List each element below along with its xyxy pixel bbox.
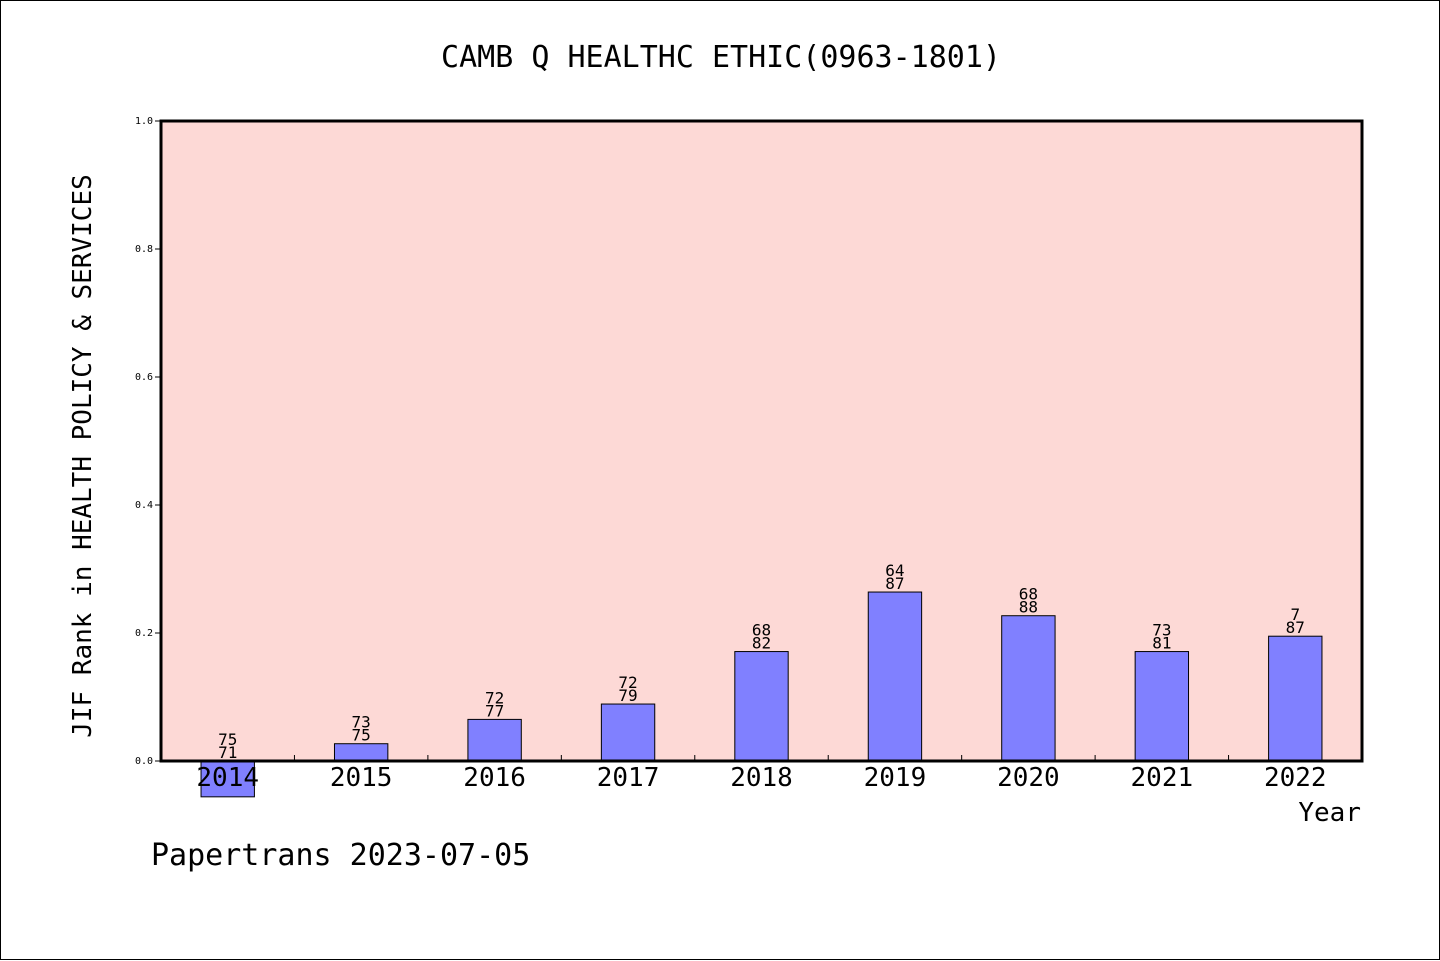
bar-label-bottom: 81	[1152, 634, 1171, 653]
bar-label-top: 68	[752, 621, 771, 640]
plot-border	[159, 119, 1364, 763]
bar-2021	[1134, 651, 1190, 762]
x-tick-label: 2021	[1131, 763, 1194, 793]
x-tick-label: 2015	[330, 763, 393, 793]
bars	[200, 591, 1323, 798]
y-tick-label: 0.8	[135, 244, 153, 255]
bar-label-bottom: 82	[752, 634, 771, 653]
x-tick-label: 2022	[1264, 763, 1327, 793]
x-tick-label: 2018	[730, 763, 793, 793]
x-axis-ticks: 2014 2015 2016 2017 2018 2019 2020 2021 2022	[196, 755, 1327, 793]
bar-label-bottom: 87	[1286, 618, 1305, 637]
bar-label-bottom: 77	[485, 701, 504, 720]
bar-2022	[1268, 635, 1323, 762]
bar-label-top: 75	[218, 730, 237, 749]
x-axis-label: Year	[1298, 798, 1361, 828]
y-axis-label: JIF Rank in HEALTH POLICY & SERVICES	[68, 174, 98, 738]
bar-label-top: 72	[618, 673, 637, 692]
x-tick-label: 2020	[997, 763, 1060, 793]
y-tick-label: 1.0	[135, 116, 153, 127]
bar-label-top: 72	[485, 688, 504, 707]
bar-2017	[600, 703, 656, 762]
x-tick-label: 2016	[463, 763, 526, 793]
y-tick-label: 0.0	[135, 756, 153, 767]
y-tick-label: 0.6	[135, 372, 153, 383]
bar-label-top: 73	[352, 713, 371, 732]
bar-label-top: 7	[1290, 605, 1300, 624]
y-tick-label: 0.2	[135, 628, 153, 639]
bar-2019	[867, 591, 923, 762]
bar-label-bottom: 87	[885, 574, 904, 593]
y-axis-ticks: 0.0 0.2 0.4 0.6 0.8 1.0	[135, 116, 161, 767]
x-tick-label: 2017	[597, 763, 660, 793]
footer-text: Papertrans 2023-07-05	[151, 838, 530, 873]
bar-2015	[333, 743, 389, 762]
x-tick-label: 2019	[864, 763, 927, 793]
bar-label-bottom: 79	[618, 686, 637, 705]
bar-2018	[734, 651, 789, 762]
bar-label-top: 68	[1019, 585, 1038, 604]
x-tick-label: 2014	[196, 763, 259, 793]
bar-label-top: 73	[1152, 621, 1171, 640]
bar-label-bottom: 88	[1019, 598, 1038, 617]
bar-label-bottom: 71	[218, 743, 237, 762]
bar-2020	[1001, 615, 1056, 762]
chart-title: CAMB Q HEALTHC ETHIC(0963-1801)	[441, 40, 1001, 75]
bar-2016	[467, 718, 522, 762]
bar-label-top: 64	[885, 561, 904, 580]
bar-label-bottom: 75	[352, 726, 371, 745]
y-tick-label: 0.4	[135, 500, 153, 511]
